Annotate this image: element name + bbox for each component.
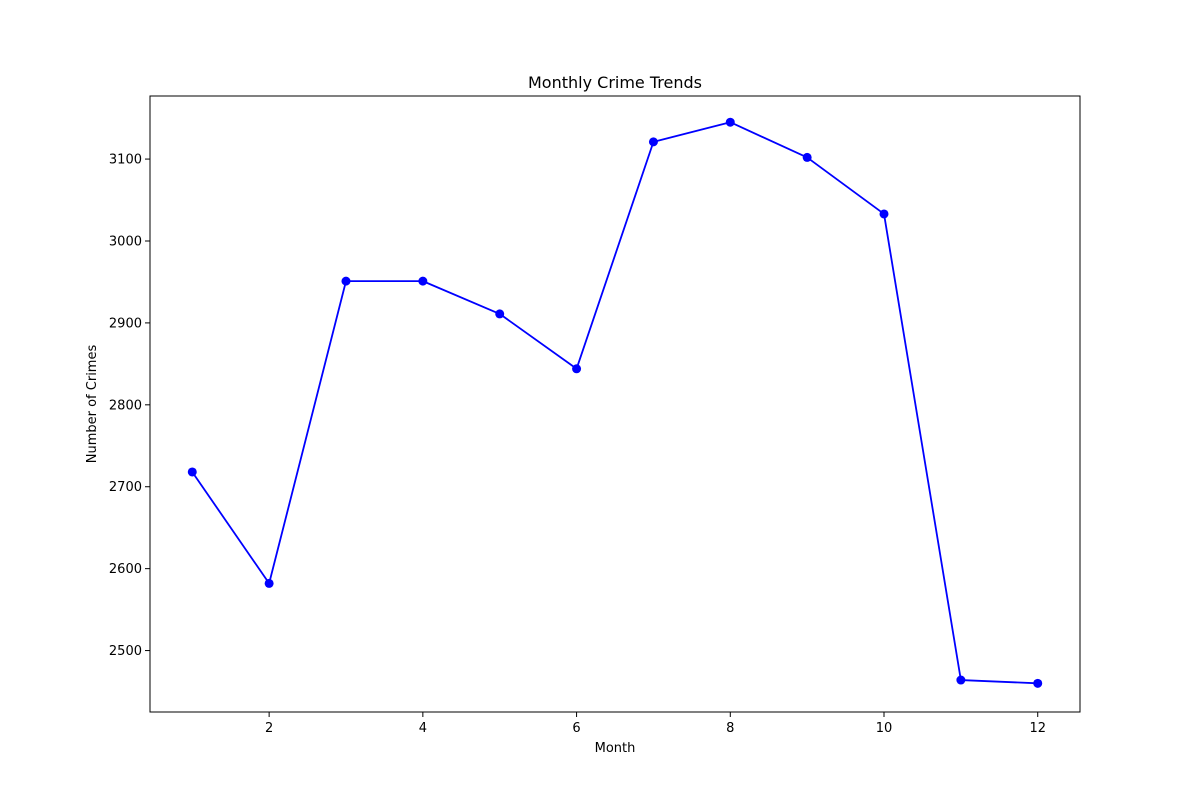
y-tick-label: 2600 — [109, 562, 142, 577]
y-tick-label: 2800 — [109, 398, 142, 413]
data-point — [495, 309, 505, 319]
data-point — [187, 467, 197, 477]
y-tick-label: 3000 — [109, 234, 142, 249]
x-tick-label: 12 — [1029, 721, 1046, 736]
axes-frame — [149, 95, 1081, 713]
x-tick-label: 8 — [726, 721, 734, 736]
data-point — [572, 364, 582, 374]
plot-area: 2 4 6 8 10 12 2500 2600 2700 2800 2900 3000 3100 — [109, 95, 1081, 736]
x-axis-label: Month — [595, 741, 636, 756]
data-point — [956, 675, 966, 685]
series-line — [191, 121, 1038, 685]
y-tick-label: 2700 — [109, 480, 142, 495]
data-point — [802, 152, 812, 162]
y-tick-label: 3100 — [109, 153, 142, 168]
data-point — [725, 117, 735, 127]
y-tick-label: 2900 — [109, 316, 142, 331]
data-point — [341, 276, 351, 286]
chart-title: Monthly Crime Trends — [528, 73, 702, 92]
x-tick-label: 4 — [419, 721, 427, 736]
y-axis-label: Number of Crimes — [85, 345, 100, 464]
x-tick-label: 2 — [265, 721, 273, 736]
data-point — [648, 137, 658, 147]
data-point — [264, 578, 274, 588]
x-tick-label: 6 — [572, 721, 580, 736]
data-point — [418, 276, 428, 286]
data-point — [879, 209, 889, 219]
y-tick-label: 2500 — [109, 644, 142, 659]
data-point — [1033, 678, 1043, 688]
x-tick-label: 10 — [876, 721, 893, 736]
